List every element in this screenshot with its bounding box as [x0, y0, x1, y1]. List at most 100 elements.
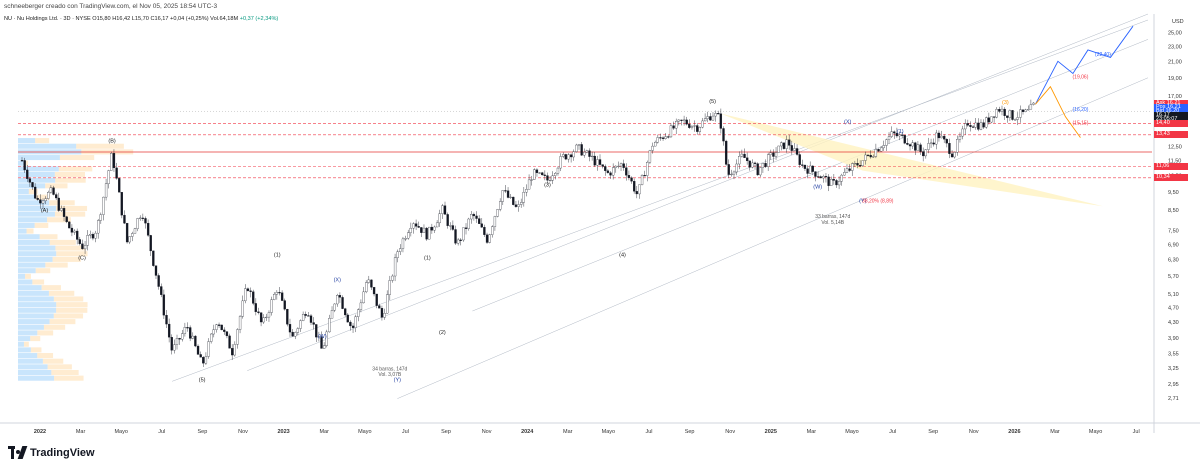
candle-body — [793, 148, 796, 151]
wave-label: (Y) — [394, 377, 402, 383]
candle-body — [617, 165, 620, 168]
volume-profile-bar — [56, 307, 88, 313]
candle-body — [309, 315, 313, 323]
candle-body — [759, 167, 762, 176]
volume-profile-bar — [18, 313, 54, 319]
candle-body — [36, 198, 39, 200]
candle-body — [280, 292, 284, 301]
candle-body — [160, 286, 163, 295]
candle-body — [858, 165, 862, 167]
candle-body — [680, 119, 683, 121]
candle-body — [874, 149, 878, 157]
candle-body — [937, 132, 941, 139]
candle-body — [987, 117, 991, 123]
volume-profile-bar — [56, 251, 88, 257]
price-tag-text: 10,34 — [1156, 174, 1170, 181]
wave-label: (A) — [41, 208, 49, 214]
volume-profile-bar — [25, 273, 31, 279]
candle-body — [191, 335, 194, 339]
candle-body — [593, 155, 596, 166]
symbol-name[interactable]: NU · Nu Holdings Ltd. · 3D · NYSE — [4, 16, 91, 22]
x-tick-label: Mar — [1050, 429, 1060, 435]
candle-body — [55, 194, 58, 199]
volume-profile-bar — [18, 166, 59, 172]
candle-body — [391, 275, 394, 281]
candle-body — [609, 172, 612, 176]
volume-profile-bar — [56, 302, 88, 308]
candle-body — [935, 132, 938, 145]
candle-body — [207, 341, 210, 357]
candle-body — [969, 125, 972, 127]
candle-body — [696, 125, 699, 132]
candle-body — [633, 181, 636, 192]
candle-body — [456, 239, 460, 244]
price-tag-text: 13,43 — [1156, 131, 1170, 138]
candle-body — [483, 227, 486, 235]
candle-body — [86, 235, 89, 246]
candle-body — [443, 205, 447, 215]
tradingview-logo[interactable]: TradingView — [8, 446, 95, 460]
candle-body — [354, 316, 357, 328]
candle-body — [837, 181, 841, 186]
x-tick-label: Mar — [563, 429, 573, 435]
candle-body — [585, 150, 589, 153]
candle-body — [365, 282, 368, 293]
candle-body — [1013, 119, 1017, 121]
candle-body — [688, 123, 691, 128]
candle-body — [273, 294, 276, 300]
volume-profile-bar — [18, 307, 57, 313]
candle-body — [409, 227, 412, 233]
candle-body — [890, 131, 893, 137]
candle-body — [370, 279, 373, 288]
candle-body — [367, 279, 370, 283]
volume-profile-bar — [18, 256, 53, 262]
candle-body — [590, 155, 594, 158]
x-tick-label: Mayo — [1089, 429, 1102, 435]
wave-label: (1) — [424, 255, 431, 261]
candle-body — [588, 150, 591, 157]
volume-profile-bar — [42, 358, 64, 364]
y-tick-label: 2,95 — [1168, 382, 1179, 388]
candle-body — [257, 311, 260, 313]
candle-body — [299, 320, 302, 329]
candle-body — [774, 152, 778, 157]
candle-body — [404, 238, 407, 240]
candle-body — [336, 295, 339, 305]
volume-profile-bar — [18, 364, 48, 370]
chart-annotation: (15,15) — [1073, 120, 1089, 126]
x-tick-label: Sep — [928, 429, 938, 435]
candle-body — [396, 251, 399, 258]
wave-labels: (A) (C) (B) (5) (1) (W) (X) (Y) (1) (2) (3) (4) (5) (… — [41, 99, 1009, 383]
candle-body — [330, 310, 334, 319]
candle-body — [998, 109, 1001, 112]
candle-body — [788, 139, 791, 146]
candle-body — [669, 125, 673, 138]
candle-body — [732, 171, 736, 175]
candle-body — [475, 215, 478, 219]
candle-body — [866, 154, 870, 156]
price-tag: Ask 16,21 — [1154, 100, 1188, 108]
candle-body — [362, 291, 365, 304]
price-tag-text: 11,06 — [1156, 163, 1170, 170]
candle-body — [259, 312, 263, 323]
candle-body — [317, 336, 321, 338]
candle-body — [470, 214, 473, 220]
volume-profile-bar — [58, 166, 93, 172]
volume-profile-bar — [55, 177, 86, 183]
candle-body — [995, 109, 998, 118]
candle-body — [1000, 108, 1004, 112]
price-tag-text: 23:05:07 — [1156, 116, 1177, 123]
candle-body — [677, 119, 680, 122]
wave-label: (3) — [1002, 100, 1009, 106]
chart-annotation: 38,20% (8,89) — [862, 199, 894, 205]
candle-body — [601, 164, 604, 167]
candle-body — [491, 226, 494, 235]
candle-body — [940, 135, 943, 139]
candle-body — [33, 186, 37, 199]
candle-body — [52, 187, 55, 195]
candle-body — [41, 200, 45, 204]
candle-body — [152, 250, 155, 266]
volume-profile-bar — [32, 279, 45, 285]
candle-body — [81, 243, 84, 250]
